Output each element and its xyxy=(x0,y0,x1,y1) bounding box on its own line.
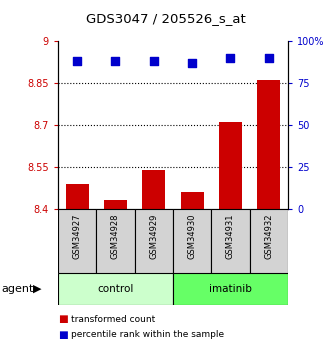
Point xyxy=(113,59,118,64)
Text: ▶: ▶ xyxy=(33,284,42,294)
Point xyxy=(74,59,80,64)
Text: GSM34930: GSM34930 xyxy=(188,214,197,259)
Point xyxy=(151,59,157,64)
Text: GSM34927: GSM34927 xyxy=(72,214,82,259)
Bar xyxy=(58,209,96,273)
Bar xyxy=(173,209,211,273)
Point xyxy=(228,55,233,61)
Bar xyxy=(219,122,242,209)
Text: GSM34928: GSM34928 xyxy=(111,214,120,259)
Bar xyxy=(66,184,89,209)
Text: ■: ■ xyxy=(58,330,68,339)
Bar xyxy=(181,192,204,209)
Text: transformed count: transformed count xyxy=(71,315,156,324)
Bar xyxy=(173,273,288,305)
Text: ■: ■ xyxy=(58,314,68,324)
Text: percentile rank within the sample: percentile rank within the sample xyxy=(71,330,224,339)
Text: control: control xyxy=(97,284,134,294)
Text: GSM34932: GSM34932 xyxy=(264,214,273,259)
Bar xyxy=(211,209,250,273)
Text: GSM34931: GSM34931 xyxy=(226,214,235,259)
Bar xyxy=(250,209,288,273)
Text: GDS3047 / 205526_s_at: GDS3047 / 205526_s_at xyxy=(86,12,245,25)
Bar xyxy=(104,200,127,209)
Point xyxy=(266,55,271,61)
Bar xyxy=(135,209,173,273)
Text: agent: agent xyxy=(2,284,34,294)
Bar xyxy=(142,170,165,209)
Point xyxy=(189,60,195,66)
Bar xyxy=(58,273,173,305)
Bar xyxy=(96,209,135,273)
Text: GSM34929: GSM34929 xyxy=(149,214,158,259)
Text: imatinib: imatinib xyxy=(209,284,252,294)
Bar xyxy=(257,80,280,209)
